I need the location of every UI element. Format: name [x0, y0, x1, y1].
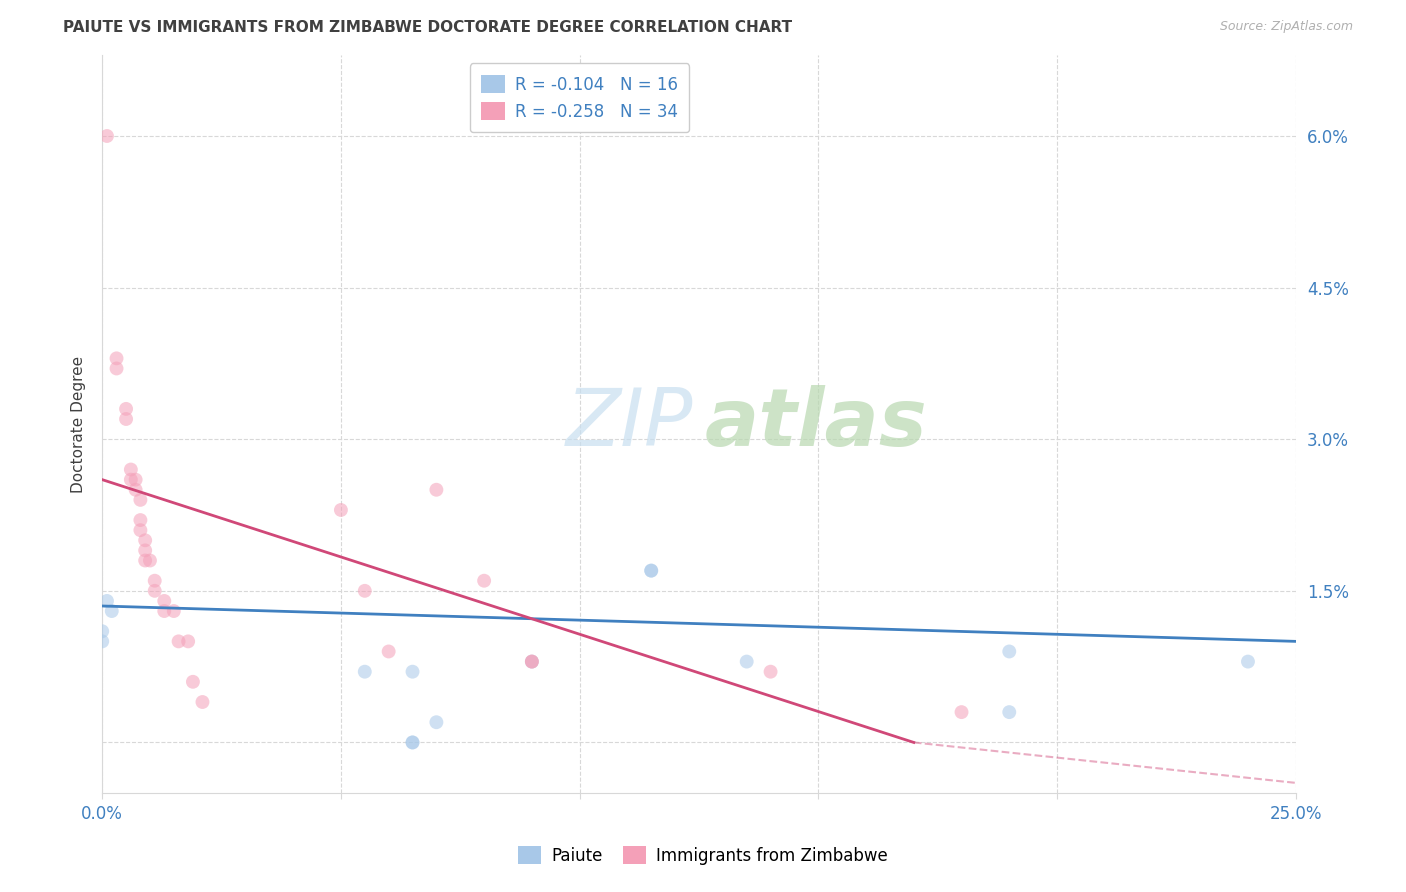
Point: [191, 695, 214, 709]
Point: [91, 624, 114, 639]
Point: [520, 655, 543, 669]
Point: [520, 655, 543, 669]
Point: [91, 634, 114, 648]
Point: [401, 735, 423, 749]
Legend: Paiute, Immigrants from Zimbabwe: Paiute, Immigrants from Zimbabwe: [510, 838, 896, 873]
Point: [129, 492, 152, 507]
Point: [163, 604, 186, 618]
Y-axis label: Doctorate Degree: Doctorate Degree: [72, 356, 86, 492]
Point: [167, 634, 190, 648]
Point: [96, 128, 118, 143]
Point: [153, 604, 176, 618]
Point: [134, 543, 156, 558]
Point: [120, 473, 142, 487]
Point: [425, 483, 447, 497]
Point: [998, 705, 1021, 719]
Point: [735, 655, 758, 669]
Point: [640, 564, 662, 578]
Point: [425, 715, 447, 730]
Point: [124, 473, 146, 487]
Point: [120, 462, 142, 476]
Text: Source: ZipAtlas.com: Source: ZipAtlas.com: [1219, 20, 1353, 33]
Point: [177, 634, 200, 648]
Point: [100, 604, 122, 618]
Point: [353, 665, 375, 679]
Point: [139, 553, 162, 567]
Point: [950, 705, 973, 719]
Point: [377, 644, 399, 658]
Point: [181, 674, 204, 689]
Point: [472, 574, 495, 588]
Point: [115, 401, 138, 416]
Text: ZIP: ZIP: [565, 385, 693, 463]
Point: [998, 644, 1021, 658]
Point: [520, 655, 543, 669]
Point: [96, 594, 118, 608]
Point: [105, 361, 128, 376]
Point: [759, 665, 782, 679]
Point: [1237, 655, 1260, 669]
Point: [134, 533, 156, 548]
Point: [143, 574, 166, 588]
Point: [129, 523, 152, 537]
Point: [640, 564, 662, 578]
Point: [153, 594, 176, 608]
Point: [105, 351, 128, 366]
Point: [134, 553, 156, 567]
Point: [353, 583, 375, 598]
Point: [115, 412, 138, 426]
Point: [329, 503, 352, 517]
Point: [401, 735, 423, 749]
Point: [129, 513, 152, 527]
Point: [124, 483, 146, 497]
Text: atlas: atlas: [704, 385, 928, 463]
Point: [143, 583, 166, 598]
Legend: R = -0.104   N = 16, R = -0.258   N = 34: R = -0.104 N = 16, R = -0.258 N = 34: [470, 63, 689, 133]
Point: [401, 665, 423, 679]
Text: PAIUTE VS IMMIGRANTS FROM ZIMBABWE DOCTORATE DEGREE CORRELATION CHART: PAIUTE VS IMMIGRANTS FROM ZIMBABWE DOCTO…: [63, 20, 793, 35]
